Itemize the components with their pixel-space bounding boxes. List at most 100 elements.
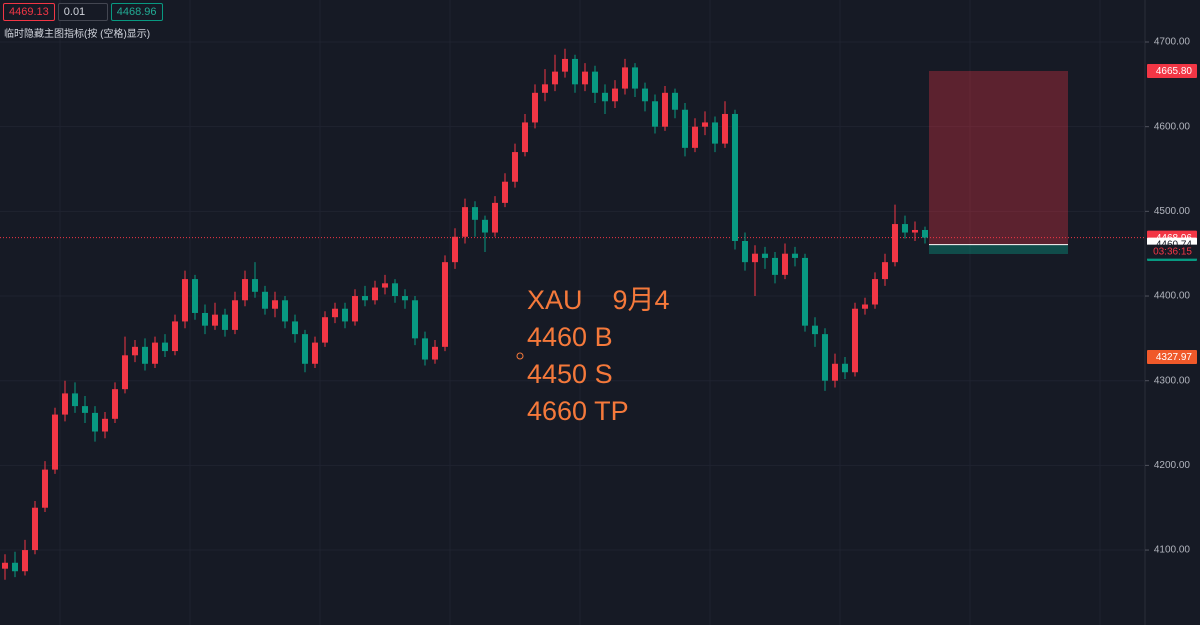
candle-body [492, 202, 498, 233]
candle-body [352, 296, 358, 322]
candle-body [882, 262, 888, 280]
candle-body [112, 389, 118, 419]
candle-body [672, 92, 678, 110]
candle-body [62, 393, 68, 415]
candle-body [752, 253, 758, 263]
y-tick-label: 4400.00 [1154, 291, 1191, 302]
candle-body [232, 300, 238, 330]
candle-body [182, 279, 188, 322]
candle-body [42, 469, 48, 508]
candle-body [612, 88, 618, 102]
candle-body [802, 257, 808, 326]
candle-body [762, 253, 768, 258]
countdown-box [1147, 244, 1197, 259]
candle-body [472, 207, 478, 220]
candle-body [332, 308, 338, 318]
candle-body [922, 229, 928, 238]
candle-body [732, 113, 738, 241]
candle-body [852, 308, 858, 373]
y-tick-label: 4700.00 [1154, 37, 1191, 48]
candle-body [642, 88, 648, 102]
candle-body [192, 279, 198, 313]
candle-body [522, 122, 528, 153]
candle-body [552, 71, 558, 85]
sell-price[interactable]: 4469.13 [3, 3, 55, 21]
candle-body [52, 414, 58, 470]
candle-body [442, 262, 448, 347]
candle-body [142, 346, 148, 364]
candle-body [632, 67, 638, 89]
candle-body [502, 181, 508, 203]
candle-body [862, 304, 868, 309]
candle-body [82, 406, 88, 413]
candle-body [242, 279, 248, 301]
candle-body [392, 283, 398, 297]
candle-body [2, 562, 8, 569]
candle-body [722, 113, 728, 144]
buy-price[interactable]: 4468.96 [110, 3, 163, 21]
candle-body [92, 412, 98, 432]
candle-body [212, 314, 218, 326]
candle-body [202, 312, 208, 326]
candle-body [712, 122, 718, 144]
candle-body [252, 279, 258, 292]
candle-body [682, 109, 688, 148]
candle-body [652, 101, 658, 127]
candle-body [602, 92, 608, 102]
candle-body [312, 342, 318, 364]
y-tick-label: 4200.00 [1154, 460, 1191, 471]
candle-body [152, 342, 158, 364]
candle-body [72, 393, 78, 407]
anchor-dot [516, 352, 524, 360]
stop-zone [929, 244, 1068, 254]
y-tick-label: 4100.00 [1154, 545, 1191, 556]
candle-body [622, 67, 628, 89]
candle-body [222, 314, 228, 330]
candle-body [132, 346, 138, 356]
candle-body [412, 300, 418, 339]
y-tick-label: 4600.00 [1154, 121, 1191, 132]
y-tick-label: 4300.00 [1154, 375, 1191, 386]
candle-body [462, 207, 468, 237]
candle-body [292, 321, 298, 335]
candle-body [22, 550, 28, 572]
candle-body [772, 257, 778, 275]
price-tag-label: 4327.97 [1156, 352, 1193, 363]
annotation-text: 4460 B [527, 322, 613, 352]
price-tag-label: 4665.80 [1156, 66, 1193, 77]
candle-body [322, 317, 328, 343]
candle-body [422, 338, 428, 360]
candle-body [162, 342, 168, 352]
candle-body [892, 224, 898, 263]
order-toolbar: 4469.13 0.01 4468.96 [3, 3, 163, 21]
candle-body [32, 507, 38, 551]
candle-body [122, 355, 128, 390]
candle-body [572, 58, 578, 85]
candle-body [662, 92, 668, 127]
candle-body [902, 224, 908, 233]
candle-body [782, 253, 788, 275]
candle-body [102, 418, 108, 432]
indicator-hint: 临时隐藏主图指标(按 (空格)显示) [4, 29, 151, 40]
candle-body [822, 334, 828, 381]
candle-body [562, 58, 568, 72]
candle-body [452, 236, 458, 263]
candle-body [12, 562, 18, 572]
candle-body [582, 71, 588, 85]
quantity[interactable]: 0.01 [57, 3, 108, 21]
annotation-text: 4660 TP [527, 396, 629, 426]
price-tag [1147, 350, 1197, 365]
candle-body [342, 308, 348, 322]
candle-body [512, 152, 518, 182]
candle-body [742, 240, 748, 263]
candle-body [812, 325, 818, 335]
y-tick-label: 4500.00 [1154, 206, 1191, 217]
candle-body [172, 321, 178, 352]
candle-body [692, 126, 698, 148]
target-zone [929, 70, 1068, 245]
candle-body [542, 84, 548, 93]
candle-body [382, 283, 388, 288]
candle-body [282, 300, 288, 322]
